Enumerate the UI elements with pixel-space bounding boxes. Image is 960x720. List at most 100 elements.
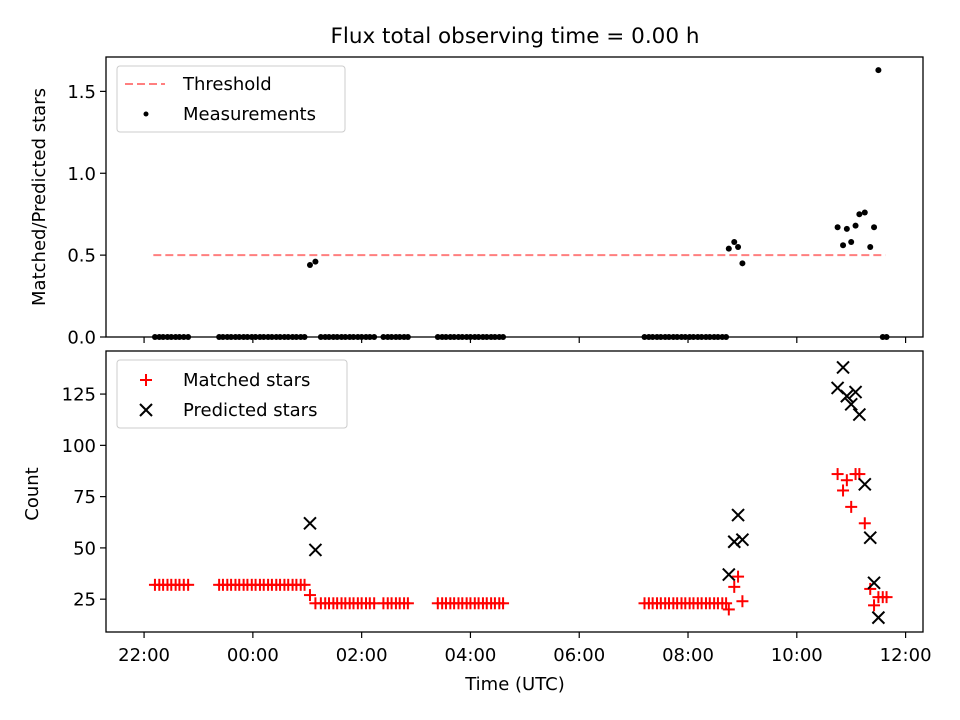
predicted-star-point bbox=[852, 407, 867, 422]
matched-star-point bbox=[722, 603, 735, 616]
matched-star-point bbox=[720, 597, 733, 610]
measurement-point bbox=[312, 258, 319, 265]
x-tick-label: 10:00 bbox=[771, 645, 823, 666]
predicted-marker-b bbox=[303, 516, 317, 530]
measurement-point bbox=[856, 211, 863, 218]
predicted-star-point bbox=[308, 543, 323, 557]
x-tick-label: 04:00 bbox=[445, 645, 497, 666]
measurement-point bbox=[306, 261, 313, 268]
legend-measurements-label: Measurements bbox=[183, 104, 316, 125]
matched-star-point bbox=[401, 597, 414, 610]
predicted-marker-b bbox=[858, 477, 872, 492]
predicted-marker-b bbox=[840, 389, 854, 403]
measurement-point bbox=[861, 209, 868, 216]
count-legend-box bbox=[116, 359, 348, 429]
ratio-axes-frame bbox=[105, 56, 924, 338]
legend-matched-swatch bbox=[140, 374, 152, 386]
y-tick-label: 1.0 bbox=[67, 164, 96, 185]
predicted-star-point bbox=[848, 385, 863, 399]
x-tick-label: 22:00 bbox=[118, 645, 170, 666]
measurement-point bbox=[840, 242, 847, 249]
measurement-point bbox=[739, 260, 746, 267]
measurement-point bbox=[852, 222, 859, 229]
y-tick-label: 100 bbox=[62, 436, 96, 457]
predicted-star-point bbox=[722, 567, 736, 582]
predicted-marker-b bbox=[308, 543, 323, 557]
legend-predicted-label: Predicted stars bbox=[183, 400, 317, 421]
measurement-point bbox=[843, 225, 850, 232]
matched-star-point bbox=[298, 578, 311, 591]
matched-star-point bbox=[182, 578, 195, 591]
predicted-marker-b bbox=[844, 397, 858, 412]
predicted-marker-b bbox=[735, 532, 750, 547]
predicted-marker-b bbox=[836, 360, 850, 375]
predicted-star-point bbox=[871, 610, 886, 625]
x-axis-label: Time (UTC) bbox=[464, 674, 565, 695]
ratio-plot-area bbox=[151, 67, 890, 340]
matched-star-point bbox=[864, 582, 877, 595]
predicted-marker-b bbox=[848, 385, 863, 399]
predicted-star-point bbox=[863, 530, 877, 545]
measurement-point bbox=[867, 243, 874, 250]
measurement-point bbox=[848, 239, 855, 246]
predicted-star-point bbox=[735, 532, 750, 547]
ratio-y-axis-label: Matched/Predicted stars bbox=[29, 88, 50, 306]
predicted-marker-b bbox=[727, 535, 741, 549]
measurement-point bbox=[731, 239, 738, 246]
x-tick-label: 08:00 bbox=[662, 645, 714, 666]
x-tick-label: 02:00 bbox=[336, 645, 388, 666]
predicted-marker-b bbox=[722, 567, 736, 582]
count-axes-frame bbox=[105, 350, 924, 633]
predicted-marker-b bbox=[852, 407, 867, 422]
predicted-star-point bbox=[303, 516, 317, 530]
count-plot-area bbox=[148, 360, 893, 625]
predicted-marker-b bbox=[867, 576, 881, 590]
measurement-point bbox=[735, 243, 742, 250]
matched-star-point bbox=[868, 599, 881, 612]
legend-threshold-label: Threshold bbox=[182, 74, 272, 95]
predicted-star-point bbox=[731, 508, 745, 522]
y-tick-label: 0.0 bbox=[67, 328, 96, 349]
ratio-axes: 0.0 0.5 1.0 1.5 bbox=[67, 82, 907, 349]
predicted-marker-b bbox=[830, 381, 845, 395]
y-tick-label: 75 bbox=[73, 487, 96, 508]
legend-measurements-swatch bbox=[143, 111, 149, 117]
matched-star-point bbox=[837, 484, 850, 497]
measurement-point bbox=[834, 224, 841, 231]
measurement-point bbox=[871, 224, 878, 231]
count-axes: 25 50 75 100 125 22:00 00:00 02:00 04:00 06:00 08:… bbox=[62, 385, 932, 666]
predicted-marker-b bbox=[863, 530, 877, 545]
chart-title: Flux total observing time = 0.00 h bbox=[331, 24, 700, 49]
matched-star-point bbox=[880, 591, 893, 604]
measurement-point bbox=[725, 245, 732, 252]
matched-star-point bbox=[858, 517, 871, 530]
ratio-panel: 0.0 0.5 1.0 1.5 Matched/Predicted stars Thr… bbox=[29, 56, 924, 349]
predicted-star-point bbox=[836, 360, 850, 375]
y-tick-label: 50 bbox=[73, 538, 96, 559]
predicted-star-point bbox=[844, 397, 858, 412]
y-tick-label: 25 bbox=[73, 590, 96, 611]
predicted-star-point bbox=[727, 535, 741, 549]
y-tick-label: 1.5 bbox=[67, 82, 96, 103]
ratio-legend: Threshold Measurements bbox=[116, 65, 346, 133]
x-tick-label: 06:00 bbox=[553, 645, 605, 666]
matched-star-point bbox=[736, 595, 749, 608]
predicted-marker-b bbox=[871, 610, 886, 625]
predicted-star-point bbox=[858, 477, 872, 492]
matched-star-point bbox=[303, 589, 316, 602]
x-tick-label: 00:00 bbox=[227, 645, 279, 666]
y-tick-label: 0.5 bbox=[67, 246, 96, 267]
ratio-legend-box bbox=[116, 65, 346, 133]
x-tick-label: 12:00 bbox=[880, 645, 932, 666]
predicted-star-point bbox=[867, 576, 881, 590]
y-tick-label: 125 bbox=[62, 385, 96, 406]
legend-predicted-swatch bbox=[139, 403, 153, 417]
matched-star-point bbox=[845, 500, 858, 513]
count-y-axis-label: Count bbox=[22, 467, 43, 520]
predicted-marker-b bbox=[731, 508, 745, 522]
predicted-star-point bbox=[840, 389, 854, 403]
matched-star-point bbox=[728, 580, 741, 593]
matched-star-point bbox=[732, 570, 745, 583]
count-panel: 25 50 75 100 125 22:00 00:00 02:00 04:00 06:00 08:… bbox=[22, 350, 932, 695]
